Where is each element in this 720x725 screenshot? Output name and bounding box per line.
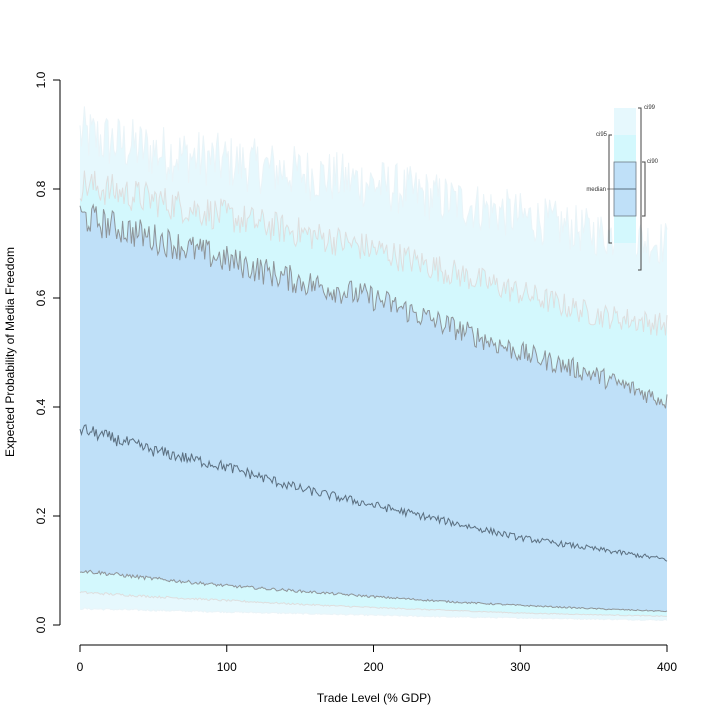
x-tick-label: 100 [217, 660, 237, 674]
x-tick-label: 200 [363, 660, 383, 674]
band-ci90 [80, 205, 667, 612]
legend-label-ci99: ci99 [644, 105, 656, 111]
ci99-lower-line [79, 607, 668, 622]
bands-layer [80, 106, 667, 621]
legend-bracket-ci90 [642, 161, 646, 217]
x-tick-label: 300 [510, 660, 530, 674]
x-tick-label: 400 [657, 660, 677, 674]
ci95-upper-line [79, 170, 668, 336]
legend-layer: ci99 ci95 ci90 median [586, 105, 659, 271]
ci99-upper-line [79, 106, 668, 265]
x-tick-label: 0 [77, 660, 84, 674]
legend-bracket-ci99 [638, 107, 642, 271]
y-tick-label: 0.2 [34, 507, 48, 524]
ci95-lower-line [79, 590, 668, 617]
y-tick-label: 0.6 [34, 289, 48, 306]
lines-layer [79, 106, 668, 622]
legend-label-ci95: ci95 [596, 132, 608, 138]
legend-label-median: median [586, 187, 606, 193]
y-tick-label: 0.0 [34, 616, 48, 633]
ci90-upper-line [79, 203, 668, 409]
x-axis-title: Trade Level (% GDP) [317, 691, 431, 705]
y-tick-label: 0.8 [34, 180, 48, 197]
y-axis-title: Expected Probability of Media Freedom [3, 247, 17, 457]
ci90-lower-line [79, 569, 668, 613]
axes-layer: 0 100 200 300 400 0.0 0.2 0.4 0.6 0.8 1.0 [34, 71, 677, 674]
legend-label-ci90: ci90 [647, 159, 659, 165]
y-tick-label: 1.0 [34, 71, 48, 88]
median-line [79, 424, 668, 562]
y-tick-label: 0.4 [34, 398, 48, 415]
